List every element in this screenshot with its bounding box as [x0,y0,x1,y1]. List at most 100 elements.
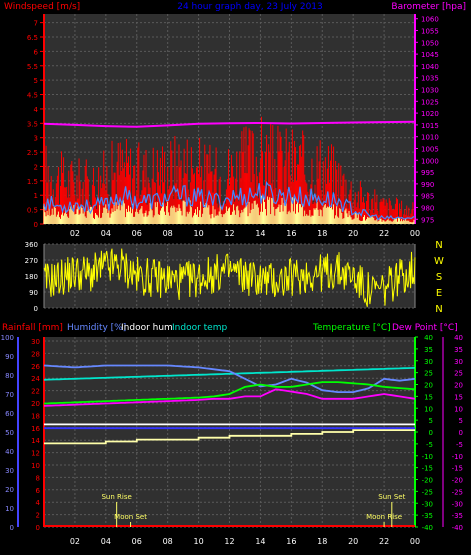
windspeed-tick-label: 7 [34,20,38,28]
humidity-tick-label: 50 [5,429,14,437]
barometer-tick-label: 1040 [421,63,439,71]
temperature-tick-label: -15 [422,465,433,473]
x-tick-label: 06 [132,229,142,238]
barometer-tick-label: 1045 [421,51,439,59]
barometer-tick-label: 1000 [421,157,439,165]
rainfall-tick-label: 28 [31,350,40,358]
x-tick-label: 08 [163,229,173,238]
rainfall-tick-label: 8 [36,474,40,482]
barometer-tick-label: 980 [421,204,434,212]
rainfall-tick-label: 12 [31,450,40,458]
compass-label: E [436,288,442,299]
temperature-tick-label: -30 [422,500,433,508]
windspeed-tick-label: 3 [34,135,38,143]
annotation-sun-set: Sun Set [378,493,405,501]
dewpoint-tick-label: 30 [454,358,463,366]
dewpoint-tick-label: -5 [456,441,463,449]
windspeed-tick-label: 6.5 [27,34,38,42]
windspeed-tick-label: 6 [34,48,39,56]
humidity-tick-label: 90 [5,353,14,361]
x-tick-label: 22 [379,537,389,546]
x-tick-label: 12 [224,229,234,238]
barometer-axis-title: Barometer [hpa] [391,2,466,12]
indoor-hum-legend: Indoor hum [121,323,173,333]
graph-title: 24 hour graph day, 23 July 2013 [177,2,323,12]
dewpoint-tick-label: -20 [452,477,463,485]
barometer-tick-label: 1055 [421,28,439,36]
windspeed-tick-label: 3.5 [27,120,38,128]
rainfall-tick-label: 10 [31,462,40,470]
barometer-tick-label: 1030 [421,87,439,95]
annotation-moon-set: Moon Set [114,513,147,521]
barometer-line [43,120,416,128]
humidity-tick-label: 10 [5,505,14,513]
x-tick-label: 00 [410,229,420,238]
rainfall-line [44,429,415,445]
humidity-tick-label: 30 [5,467,14,475]
windspeed-axis-title: Windspeed [m/s] [4,2,80,12]
direction-tick-label: 270 [25,257,38,265]
barometer-tick-label: 1015 [421,122,439,130]
x-tick-label: 04 [101,537,111,546]
x-tick-label: 10 [193,229,203,238]
rainfall-tick-label: 18 [31,412,40,420]
x-tick-label: 00 [410,537,420,546]
dewpoint-tick-label: 40 [454,334,463,342]
barometer-tick-label: 1020 [421,110,439,118]
humidity-tick-label: 100 [1,334,14,342]
barometer-tick-label: 1050 [421,39,439,47]
compass-label: S [436,272,442,283]
temperature-tick-label: 0 [429,429,433,437]
rainfall-tick-label: 30 [31,338,40,346]
temperature-axis-title: Temperature [°C] [312,323,391,333]
rainfall-tick-label: 0 [36,524,40,532]
indoor-temp-legend: Indoor temp [172,323,227,333]
compass-label: W [434,256,444,267]
temperature-tick-label: -35 [422,512,433,520]
rainfall-tick-label: 22 [31,388,40,396]
barometer-tick-label: 1035 [421,75,439,83]
dewpoint-tick-label: 20 [454,382,463,390]
x-tick-label: 08 [163,537,173,546]
temperature-tick-label: 5 [429,417,433,425]
wind-speed-line [43,181,416,221]
dewpoint-tick-label: 10 [454,405,463,413]
x-tick-label: 20 [348,537,358,546]
x-tick-label: 22 [379,229,389,238]
windspeed-tick-label: 5 [34,77,38,85]
rainfall-tick-label: 26 [31,363,40,371]
wind-direction-line [43,248,416,307]
x-tick-label: 10 [193,537,203,546]
x-tick-label: 16 [286,229,296,238]
temperature-tick-label: 40 [424,334,433,342]
humidity-axis-title: Humidity [%] [67,323,126,333]
rainfall-tick-label: 20 [31,400,40,408]
dewpoint-tick-label: -40 [452,524,463,532]
windspeed-tick-label: 2 [34,163,38,171]
x-tick-label: 18 [317,537,327,546]
barometer-tick-label: 995 [421,169,434,177]
rainfall-tick-label: 4 [36,499,41,507]
temperature-tick-label: -40 [422,524,433,532]
rainfall-tick-label: 14 [31,437,40,445]
windspeed-tick-label: 1.5 [27,178,38,186]
rainfall-tick-label: 6 [36,487,41,495]
x-tick-label: 06 [132,537,142,546]
rainfall-tick-label: 24 [31,375,40,383]
temperature-tick-label: -10 [422,453,433,461]
humidity-tick-label: 0 [10,524,14,532]
x-tick-label: 04 [101,229,111,238]
temperature-tick-label: 30 [424,358,433,366]
x-tick-label: 20 [348,229,358,238]
temperature-tick-label: 35 [424,346,433,354]
temperature-tick-label: -5 [426,441,433,449]
barometer-tick-label: 1005 [421,145,439,153]
annotation-moon-rise: Moon Rise [366,513,402,521]
x-tick-label: 14 [255,229,265,238]
humidity-tick-label: 80 [5,372,14,380]
humidity-tick-label: 40 [5,448,14,456]
dewpoint-tick-label: -30 [452,500,463,508]
windspeed-tick-label: 0.5 [27,207,38,215]
compass-label: N [435,240,442,251]
